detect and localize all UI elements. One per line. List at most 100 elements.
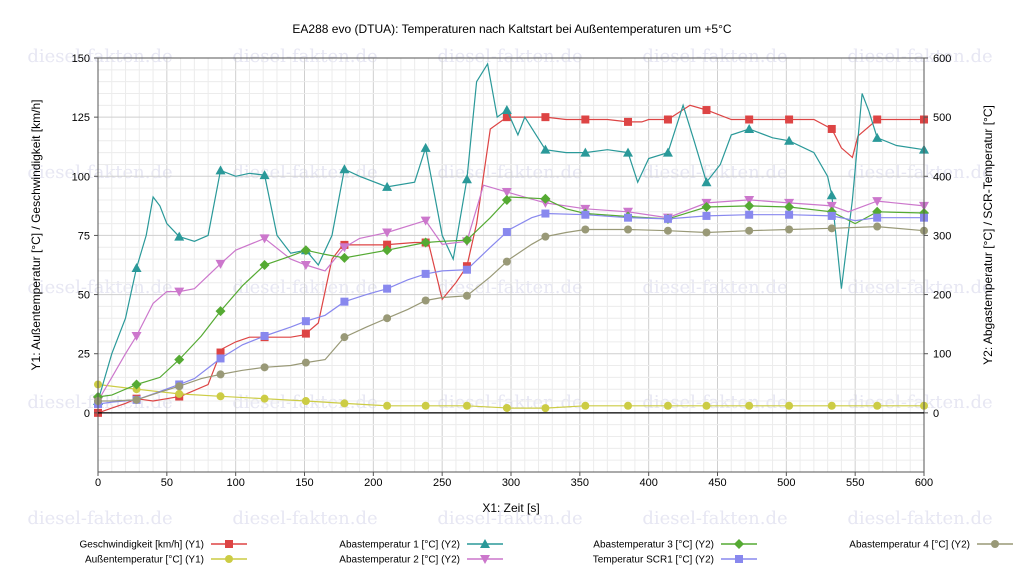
- legend-label: Abastemperatur 2 [°C] (Y2): [339, 555, 460, 566]
- series-point: [301, 358, 310, 367]
- series-point: [215, 306, 226, 317]
- series-point: [501, 105, 512, 115]
- series-point: [174, 231, 185, 241]
- series-point: [784, 135, 795, 145]
- x-tick-label: 500: [777, 477, 795, 489]
- legend-label: Geschwindigkeit [km/h] (Y1): [80, 540, 205, 551]
- legend-item: Abastemperatur 2 [°C] (Y2): [339, 555, 503, 566]
- x-tick-label: 300: [502, 477, 520, 489]
- series-point: [702, 401, 711, 410]
- series-point: [174, 354, 185, 365]
- series-point: [502, 113, 511, 122]
- watermark: diesel-fakten.de: [437, 162, 582, 183]
- series-point: [216, 370, 225, 379]
- series-point: [873, 115, 882, 124]
- series-point: [701, 177, 712, 187]
- y-left-tick-label: 0: [84, 408, 90, 420]
- series-point: [624, 401, 633, 410]
- series-point: [784, 202, 795, 213]
- series-point: [174, 287, 185, 297]
- series-point: [624, 225, 633, 234]
- series-point: [541, 404, 550, 413]
- series-point: [260, 331, 269, 340]
- legend: Geschwindigkeit [km/h] (Y1) Außentemperat…: [80, 539, 1013, 566]
- series-point: [300, 261, 311, 270]
- series-point: [421, 401, 430, 410]
- chart-title: EA288 evo (DTUA): Temperaturen nach Kalt…: [292, 22, 731, 36]
- axes: 0 50 100 150 200 250 300 350 400 450 500 550 6000255…: [72, 53, 952, 489]
- watermark: diesel-fakten.de: [232, 508, 377, 529]
- series-point: [745, 401, 754, 410]
- y-left-tick-label: 50: [78, 290, 90, 302]
- series-point: [216, 354, 225, 363]
- series-point: [581, 401, 590, 410]
- series-point: [873, 401, 882, 410]
- series-point: [340, 399, 349, 408]
- x-tick-label: 250: [433, 477, 451, 489]
- y-left-tick-label: 100: [72, 171, 90, 183]
- series-point: [541, 232, 550, 241]
- series-point: [540, 144, 551, 154]
- series-point: [259, 260, 270, 270]
- series-point: [339, 164, 350, 174]
- series-7: [94, 222, 928, 406]
- series-point: [462, 265, 471, 274]
- watermark: diesel-fakten.de: [232, 46, 377, 67]
- series-point: [624, 213, 633, 222]
- y-right-tick-label: 500: [933, 112, 951, 124]
- series-point: [785, 115, 794, 124]
- watermark: diesel-fakten.de: [642, 508, 787, 529]
- series-point: [745, 115, 754, 124]
- series-point: [215, 259, 226, 269]
- legend-swatch-marker: [225, 540, 233, 548]
- x-tick-label: 0: [95, 477, 101, 489]
- y-left-axis-label: Y1: Außentemperatur [°C] / Geschwindigke…: [29, 100, 43, 371]
- series-point: [702, 228, 711, 237]
- series-point: [581, 225, 590, 234]
- watermark: diesel-fakten.de: [847, 508, 992, 529]
- series-point: [421, 296, 430, 305]
- series-point: [462, 401, 471, 410]
- series-point: [745, 226, 754, 235]
- legend-item: Temperatur SCR1 [°C] (Y2): [593, 555, 757, 566]
- watermark: diesel-fakten.de: [27, 508, 172, 529]
- series-point: [215, 165, 226, 175]
- series-point: [383, 314, 392, 323]
- legend-label: Abastemperatur 1 [°C] (Y2): [339, 540, 460, 551]
- series-point: [541, 209, 550, 218]
- series-point: [827, 401, 836, 410]
- watermark: diesel-fakten.de: [27, 162, 172, 183]
- series-point: [421, 269, 430, 278]
- y-right-tick-label: 100: [933, 349, 951, 361]
- legend-swatch-marker: [734, 539, 744, 549]
- series-point: [744, 123, 755, 133]
- legend-item: Abastemperatur 4 [°C] (Y2): [849, 540, 1013, 551]
- series-point: [663, 214, 672, 223]
- series-point: [873, 213, 882, 222]
- series-point: [300, 245, 311, 256]
- series-point: [872, 197, 883, 207]
- series-point: [383, 401, 392, 410]
- y-right-tick-label: 300: [933, 230, 951, 242]
- series-point: [662, 147, 673, 157]
- series-point: [382, 228, 393, 238]
- series-point: [744, 200, 755, 211]
- y-right-axis-label: Y2: Abgastemperatur [°C] / SCR-Temperatu…: [981, 105, 995, 365]
- y-left-tick-label: 125: [72, 112, 90, 124]
- series-point: [826, 190, 837, 200]
- x-tick-label: 50: [161, 477, 173, 489]
- series-point: [301, 397, 310, 406]
- watermark: diesel-fakten.de: [437, 508, 582, 529]
- series-point: [624, 117, 633, 126]
- x-tick-label: 400: [639, 477, 657, 489]
- y-right-tick-label: 600: [933, 53, 951, 65]
- series-point: [462, 291, 471, 300]
- series-point: [502, 257, 511, 266]
- series-point: [383, 284, 392, 293]
- series-point: [702, 106, 711, 115]
- legend-label: Temperatur SCR1 [°C] (Y2): [593, 555, 714, 566]
- series-point: [827, 224, 836, 233]
- series-point: [873, 222, 882, 231]
- series-point: [623, 147, 634, 157]
- series-point: [339, 252, 350, 263]
